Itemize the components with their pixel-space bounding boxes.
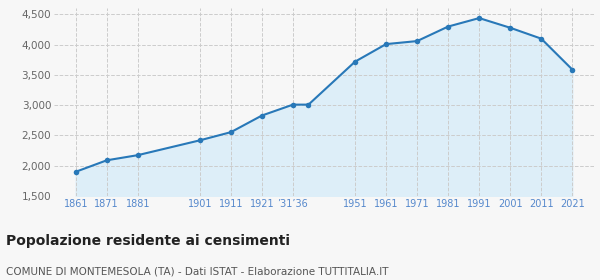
- Text: Popolazione residente ai censimenti: Popolazione residente ai censimenti: [6, 234, 290, 248]
- Point: [288, 102, 298, 107]
- Point: [195, 138, 205, 143]
- Point: [505, 25, 515, 30]
- Point: [475, 16, 484, 20]
- Point: [536, 36, 546, 41]
- Point: [412, 39, 422, 43]
- Point: [304, 102, 313, 107]
- Point: [257, 113, 267, 118]
- Point: [102, 158, 112, 162]
- Point: [381, 42, 391, 46]
- Point: [350, 59, 360, 64]
- Point: [443, 24, 453, 29]
- Point: [568, 67, 577, 72]
- Point: [71, 170, 80, 174]
- Text: COMUNE DI MONTEMESOLA (TA) - Dati ISTAT - Elaborazione TUTTITALIA.IT: COMUNE DI MONTEMESOLA (TA) - Dati ISTAT …: [6, 266, 389, 276]
- Point: [226, 130, 236, 134]
- Point: [133, 153, 143, 157]
